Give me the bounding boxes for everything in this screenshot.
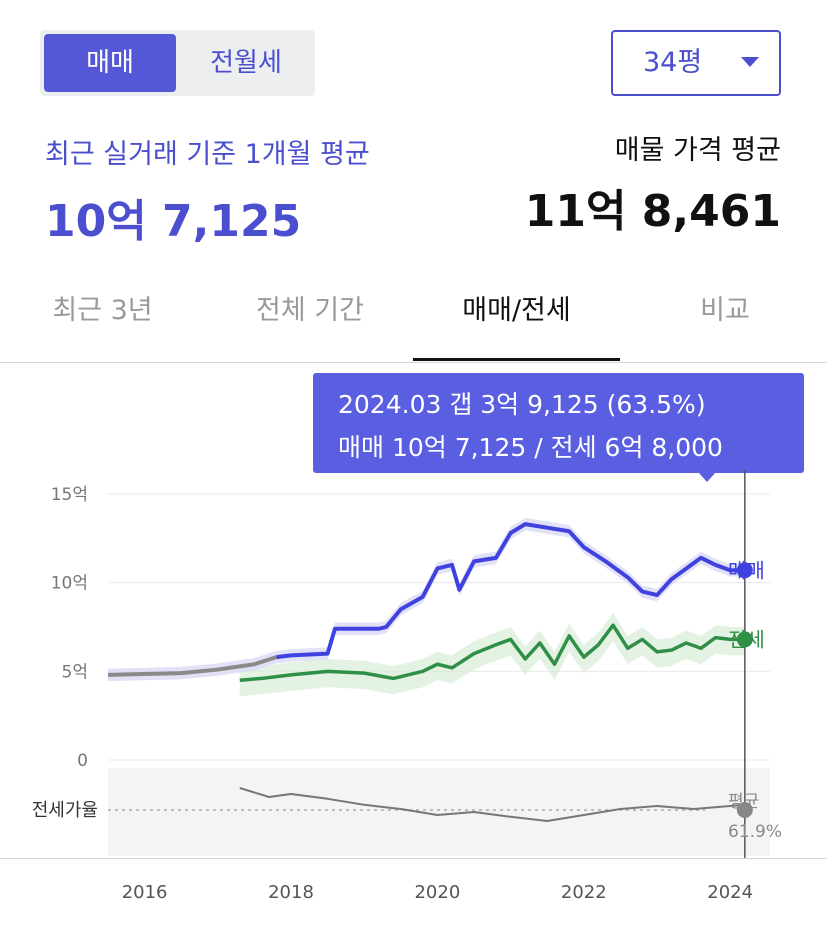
- y-tick-label: 15억: [51, 485, 88, 505]
- sale-marker: [736, 562, 753, 579]
- listing-price-label: 매물 가격 평균: [614, 135, 781, 166]
- tooltip-line-1: 2024.03 갭 3억 9,125 (63.5%): [338, 390, 706, 419]
- trade-type-toggle: 매매 전월세: [40, 30, 315, 96]
- chart-bottom-divider: [0, 858, 827, 859]
- y-tick-label: 0: [77, 751, 88, 771]
- listing-price-value: 11억 8,461: [524, 186, 781, 237]
- x-tick-label: 2018: [268, 882, 314, 900]
- x-tick-label: 2022: [561, 882, 607, 900]
- area-select-value: 34평: [643, 47, 703, 78]
- area-select[interactable]: 34평: [611, 30, 781, 96]
- tab-all-period[interactable]: 전체 기간: [256, 295, 364, 326]
- y-tick-label: 5억: [62, 662, 88, 682]
- x-tick-label: 2024: [707, 882, 753, 900]
- jeonse-line: [239, 623, 745, 682]
- caret-down-icon: [741, 57, 759, 67]
- sale-series-label: 매매: [728, 558, 765, 582]
- active-tab-underline: [413, 358, 620, 361]
- ratio-average-value: 61.9%: [728, 822, 782, 842]
- recent-price-value: 10억 7,125: [45, 196, 302, 247]
- period-tabs: 최근 3년 전체 기간 매매/전세 비교: [0, 270, 827, 363]
- ratio-marker: [736, 802, 753, 818]
- toggle-rent[interactable]: 전월세: [210, 48, 282, 78]
- tooltip-arrow: [698, 472, 716, 482]
- tooltip-line-2: 매매 10억 7,125 / 전세 6억 8,000: [338, 433, 723, 462]
- ratio-average-label: 평균: [728, 792, 759, 812]
- tab-recent-3y[interactable]: 최근 3년: [52, 295, 153, 326]
- ratio-line: [239, 787, 745, 822]
- ratio-label: 전세가율: [32, 800, 98, 821]
- recent-price-label: 최근 실거래 기준 1개월 평균: [45, 139, 370, 170]
- ratio-panel: [108, 768, 770, 856]
- sale-early-line: [107, 655, 277, 677]
- y-tick-label: 10억: [51, 574, 88, 594]
- x-tick-label: 2016: [122, 882, 168, 900]
- tab-sale-jeonse[interactable]: 매매/전세: [462, 295, 571, 326]
- jeonse-series-label: 전세: [728, 627, 765, 651]
- sale-line: [276, 522, 745, 660]
- chart-tooltip: 2024.03 갭 3억 9,125 (63.5%) 매매 10억 7,125 …: [313, 373, 804, 482]
- toggle-sale[interactable]: 매매: [44, 34, 176, 92]
- jeonse-marker: [736, 631, 753, 648]
- tab-compare[interactable]: 비교: [700, 295, 750, 326]
- x-tick-label: 2020: [414, 882, 460, 900]
